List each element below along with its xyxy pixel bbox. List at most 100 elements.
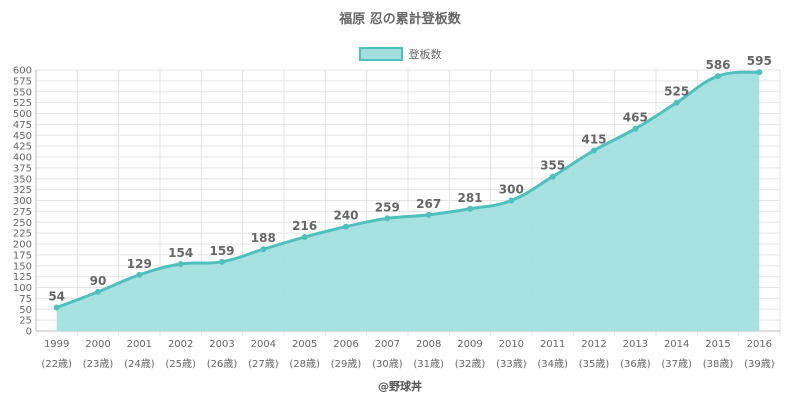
y-tick-label: 250	[13, 218, 32, 229]
x-tick-age-label: (24歳)	[124, 358, 155, 370]
data-point	[95, 288, 101, 295]
y-tick-label: 575	[13, 76, 32, 87]
data-label: 188	[251, 231, 276, 245]
x-tick-age-label: (29歳)	[331, 358, 362, 370]
chart-title: 福原 忍の累計登板数	[339, 12, 461, 27]
x-tick-age-label: (25歳)	[165, 358, 196, 370]
data-label: 154	[168, 246, 193, 260]
data-label: 525	[664, 85, 689, 99]
y-tick-label: 0	[26, 327, 32, 338]
data-label: 415	[581, 132, 606, 146]
x-tick-age-label: (36歳)	[620, 358, 651, 370]
data-point	[508, 197, 515, 204]
x-tick-label: 2009	[457, 339, 482, 350]
y-tick-label: 100	[13, 283, 32, 294]
legend-swatch	[358, 47, 403, 61]
x-tick-age-label: (30歳)	[372, 358, 403, 370]
legend[interactable]: 登板数	[0, 46, 800, 62]
data-point	[632, 125, 639, 132]
data-point	[756, 69, 763, 76]
data-label: 595	[747, 54, 772, 68]
data-point	[467, 205, 473, 212]
x-tick-age-label: (27歳)	[248, 358, 279, 370]
data-point	[301, 234, 308, 241]
x-tick-age-label: (22歳)	[41, 358, 72, 370]
y-tick-label: 200	[13, 240, 32, 251]
x-tick-label: 2005	[292, 339, 317, 350]
data-label: 90	[90, 274, 107, 288]
x-tick-age-label: (31歳)	[413, 358, 444, 370]
data-label: 300	[499, 183, 524, 197]
data-point	[673, 99, 680, 106]
y-tick-label: 300	[13, 196, 32, 207]
y-tick-label: 175	[13, 250, 32, 261]
data-label: 240	[333, 209, 358, 223]
data-label: 159	[209, 244, 234, 258]
y-tick-label: 475	[13, 120, 32, 131]
y-tick-label: 600	[13, 66, 32, 77]
data-point	[425, 211, 432, 218]
data-point	[136, 271, 143, 278]
x-tick-age-label: (23歳)	[83, 358, 114, 370]
data-label: 129	[127, 257, 152, 271]
x-tick-age-label: (32歳)	[455, 358, 486, 370]
data-label: 267	[416, 197, 441, 211]
data-label: 465	[623, 111, 648, 125]
data-label: 355	[540, 159, 565, 173]
x-tick-label: 2010	[499, 339, 524, 350]
x-tick-label: 2004	[251, 339, 276, 350]
x-tick-label: 2002	[168, 339, 193, 350]
data-point	[53, 304, 60, 311]
x-tick-label: 1999	[44, 339, 69, 350]
x-tick-age-label: (34歳)	[537, 358, 568, 370]
y-tick-label: 450	[13, 131, 32, 142]
x-tick-age-label: (33歳)	[496, 358, 527, 370]
data-point	[384, 215, 391, 222]
data-point	[343, 223, 349, 230]
credit-label: @野球丼	[378, 380, 422, 393]
legend-label: 登板数	[408, 48, 442, 61]
x-tick-label: 2012	[581, 339, 606, 350]
x-tick-age-label: (39歳)	[744, 358, 775, 370]
data-point	[715, 73, 721, 80]
series-area	[56, 72, 760, 331]
data-point	[549, 173, 556, 180]
y-tick-label: 400	[13, 153, 32, 164]
x-tick-label: 2000	[85, 339, 110, 350]
y-tick-label: 75	[19, 294, 32, 305]
data-label: 216	[292, 219, 317, 233]
y-tick-label: 125	[13, 272, 32, 283]
x-tick-age-label: (38歳)	[703, 358, 734, 370]
y-tick-label: 350	[13, 174, 32, 185]
data-point	[591, 147, 597, 154]
y-tick-label: 550	[13, 87, 32, 98]
series-line	[56, 70, 760, 309]
x-tick-label: 2003	[209, 339, 234, 350]
data-label: 586	[705, 58, 730, 72]
x-tick-age-label: (37歳)	[661, 358, 692, 370]
x-tick-label: 2014	[664, 339, 689, 350]
data-label: 54	[48, 290, 65, 304]
x-tick-label: 2013	[623, 339, 648, 350]
data-point	[177, 261, 184, 268]
data-label: 259	[375, 200, 400, 214]
x-tick-label: 2006	[333, 339, 358, 350]
x-tick-age-label: (28歳)	[289, 358, 320, 370]
x-tick-age-label: (26歳)	[207, 358, 238, 370]
y-tick-label: 500	[13, 109, 32, 120]
y-tick-label: 50	[19, 305, 32, 316]
y-tick-label: 375	[13, 163, 32, 174]
x-tick-label: 2016	[747, 339, 772, 350]
x-tick-label: 2015	[705, 339, 730, 350]
y-tick-label: 525	[13, 98, 32, 109]
x-tick-age-label: (35歳)	[579, 358, 610, 370]
data-point	[219, 258, 225, 265]
y-tick-label: 275	[13, 207, 32, 218]
y-tick-label: 25	[19, 316, 32, 327]
data-label: 281	[457, 191, 482, 205]
y-tick-label: 325	[13, 185, 32, 196]
data-point	[260, 246, 267, 253]
y-tick-label: 225	[13, 229, 32, 240]
y-tick-label: 425	[13, 142, 32, 153]
